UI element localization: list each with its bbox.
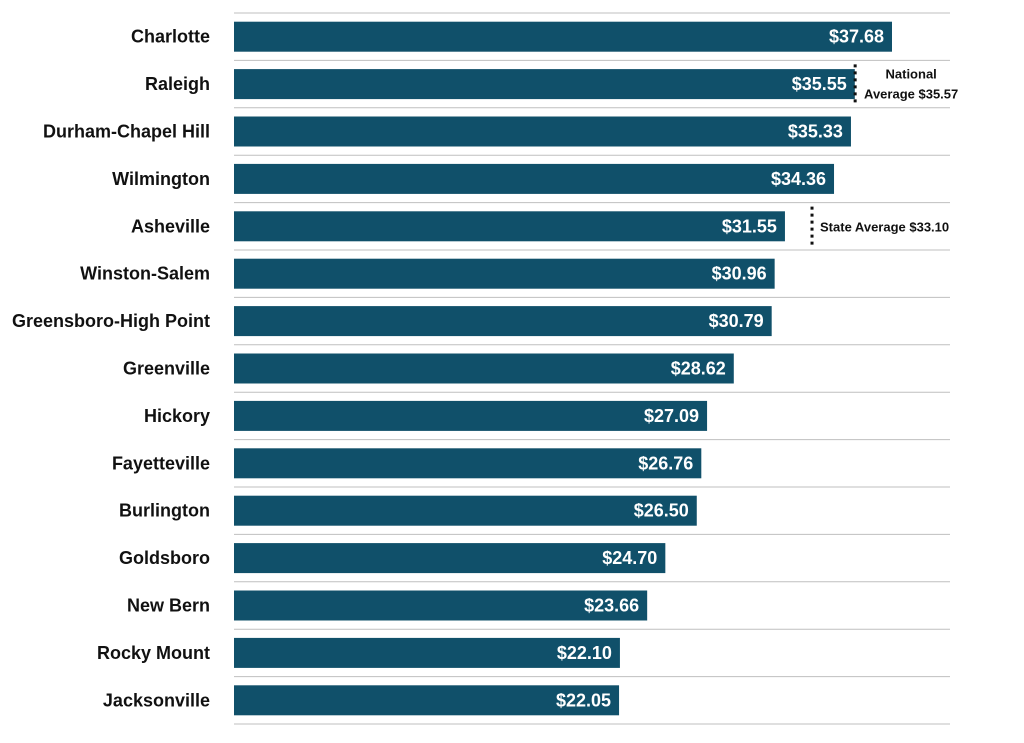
bar	[234, 116, 851, 147]
data-label: $22.05	[556, 690, 611, 710]
category-label: Hickory	[144, 406, 210, 426]
data-label: $37.68	[829, 27, 884, 47]
bar	[234, 400, 708, 431]
category-label: New Bern	[127, 596, 210, 616]
data-label: $35.33	[788, 122, 843, 142]
bar	[234, 211, 785, 242]
bar	[234, 495, 697, 526]
category-label: Burlington	[119, 501, 210, 521]
bar	[234, 685, 620, 716]
bar	[234, 543, 666, 574]
bar	[234, 353, 734, 384]
data-label: $22.10	[557, 643, 612, 663]
bar	[234, 21, 892, 52]
data-label: $24.70	[602, 548, 657, 568]
category-label: Jacksonville	[103, 690, 210, 710]
category-label: Rocky Mount	[97, 643, 210, 663]
data-label: $35.55	[792, 74, 847, 94]
bar	[234, 306, 772, 337]
reference-label: National	[886, 66, 937, 81]
category-label: Charlotte	[131, 27, 210, 47]
category-label: Fayetteville	[112, 453, 210, 473]
reference-label: State Average $33.10	[820, 219, 949, 234]
bar	[234, 258, 775, 289]
data-label: $26.76	[638, 453, 693, 473]
category-label: Greenville	[123, 359, 210, 379]
category-label: Raleigh	[145, 74, 210, 94]
data-label: $30.79	[709, 311, 764, 331]
data-label: $31.55	[722, 216, 777, 236]
data-label: $26.50	[634, 501, 689, 521]
reference-label: Average $35.57	[864, 86, 958, 101]
bar	[234, 448, 702, 479]
bar	[234, 163, 835, 194]
bar	[234, 637, 620, 668]
data-label: $27.09	[644, 406, 699, 426]
data-label: $23.66	[584, 596, 639, 616]
bar	[234, 590, 648, 621]
category-label: Wilmington	[112, 169, 210, 189]
category-label: Goldsboro	[119, 548, 210, 568]
category-label: Greensboro-High Point	[12, 311, 210, 331]
category-label: Durham-Chapel Hill	[43, 122, 210, 142]
data-label: $28.62	[671, 359, 726, 379]
category-label: Winston-Salem	[80, 264, 210, 284]
bar	[234, 69, 855, 100]
data-label: $34.36	[771, 169, 826, 189]
data-label: $30.96	[712, 264, 767, 284]
category-label: Asheville	[131, 216, 210, 236]
